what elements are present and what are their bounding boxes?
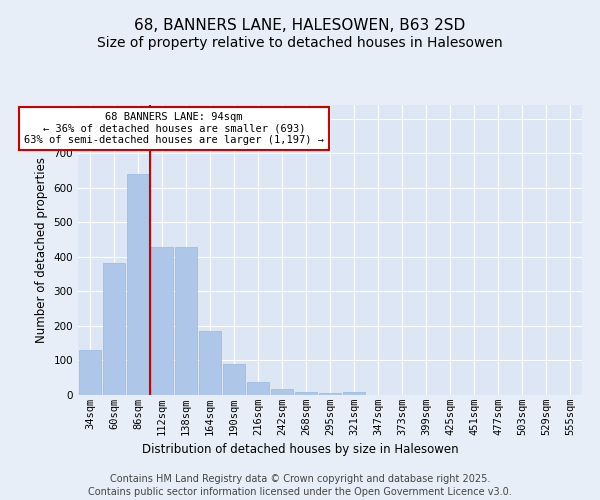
Bar bbox=[295, 392, 317, 395]
Bar bbox=[103, 263, 125, 395]
Bar bbox=[151, 246, 173, 395]
Text: 68 BANNERS LANE: 94sqm
← 36% of detached houses are smaller (693)
63% of semi-de: 68 BANNERS LANE: 94sqm ← 36% of detached… bbox=[24, 112, 324, 145]
Text: Contains public sector information licensed under the Open Government Licence v3: Contains public sector information licen… bbox=[88, 487, 512, 497]
Bar bbox=[271, 389, 293, 395]
Text: Distribution of detached houses by size in Halesowen: Distribution of detached houses by size … bbox=[142, 442, 458, 456]
Bar bbox=[247, 382, 269, 395]
Text: Size of property relative to detached houses in Halesowen: Size of property relative to detached ho… bbox=[97, 36, 503, 50]
Bar bbox=[199, 331, 221, 395]
Bar bbox=[343, 392, 365, 395]
Text: 68, BANNERS LANE, HALESOWEN, B63 2SD: 68, BANNERS LANE, HALESOWEN, B63 2SD bbox=[134, 18, 466, 32]
Y-axis label: Number of detached properties: Number of detached properties bbox=[35, 157, 48, 343]
Bar bbox=[79, 350, 101, 395]
Text: Contains HM Land Registry data © Crown copyright and database right 2025.: Contains HM Land Registry data © Crown c… bbox=[110, 474, 490, 484]
Bar bbox=[175, 246, 197, 395]
Bar bbox=[223, 364, 245, 395]
Bar bbox=[127, 174, 149, 395]
Bar bbox=[319, 394, 341, 395]
